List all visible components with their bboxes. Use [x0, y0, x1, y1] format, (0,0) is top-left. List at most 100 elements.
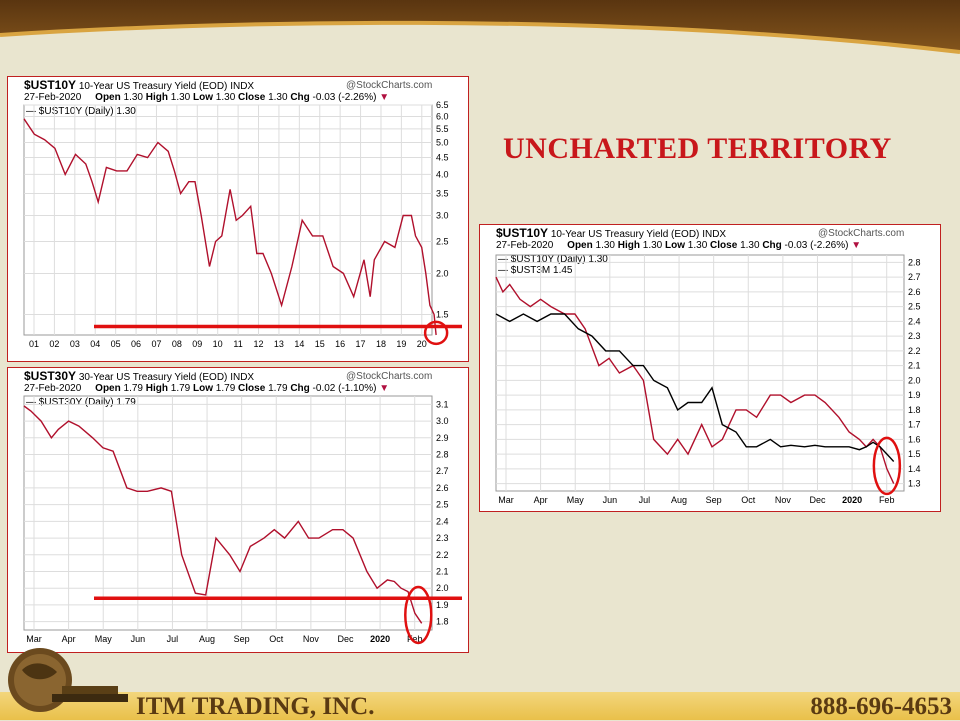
y-tick-label: 2.8: [908, 257, 921, 267]
low-label: Low: [665, 240, 686, 251]
series-line: [23, 405, 423, 624]
change-value: -0.03 (-2.26%): [784, 240, 849, 251]
x-tick-label: 2020: [842, 495, 862, 505]
x-tick-label: 18: [376, 339, 386, 349]
x-tick-label: Jul: [167, 634, 179, 644]
description-label: 30-Year US Treasury Yield (EOD): [78, 372, 228, 383]
change-label: Chg: [290, 383, 310, 394]
y-tick-label: 4.0: [436, 169, 449, 179]
open-value: 1.30: [123, 92, 143, 103]
x-tick-label: 01: [29, 339, 39, 349]
x-tick-label: 19: [396, 339, 406, 349]
plot-area: [23, 104, 433, 336]
y-tick-label: 2.0: [436, 583, 449, 593]
y-tick-label: 1.7: [908, 420, 921, 430]
chart-header: $UST30Y 30-Year US Treasury Yield (EOD) …: [24, 369, 254, 383]
circle-annotation: [404, 585, 433, 645]
globe-logo-icon: [8, 648, 128, 712]
y-tick-label: 2.2: [436, 550, 449, 560]
x-tick-label: May: [567, 495, 585, 505]
legend-label: $UST30Y (Daily) 1.79: [38, 397, 136, 408]
x-tick-label: Oct: [741, 495, 756, 505]
x-tick-label: Mar: [498, 495, 514, 505]
symbol-label: $UST10Y: [496, 226, 549, 240]
change-value: -0.03 (-2.26%): [312, 92, 377, 103]
open-label: Open: [95, 383, 121, 394]
x-tick-label: 07: [151, 339, 161, 349]
high-label: High: [617, 240, 640, 251]
change-label: Chg: [762, 240, 782, 251]
y-tick-label: 6.0: [436, 111, 449, 121]
y-tick-label: 2.5: [908, 302, 921, 312]
x-tick-label: Oct: [269, 634, 284, 644]
x-tick-label: May: [95, 634, 113, 644]
close-label: Close: [238, 383, 266, 394]
y-tick-label: 3.0: [436, 416, 449, 426]
x-tick-label: Nov: [775, 495, 792, 505]
exchange-label: INDX: [230, 372, 255, 383]
header-curve: [0, 20, 960, 60]
circle-annotation: [872, 436, 902, 496]
y-tick-label: 1.5: [908, 449, 921, 459]
y-tick-label: 6.5: [436, 100, 449, 110]
chart-header: $UST10Y 10-Year US Treasury Yield (EOD) …: [496, 226, 726, 240]
series-line: [495, 313, 895, 462]
plot-area: [23, 395, 433, 631]
close-value: 1.79: [268, 383, 288, 394]
source-label: @StockCharts.com: [818, 228, 905, 239]
x-tick-label: Jul: [639, 495, 651, 505]
x-tick-label: 05: [111, 339, 121, 349]
y-tick-label: 2.9: [436, 433, 449, 443]
chart-panel-ust30y: $UST30Y 30-Year US Treasury Yield (EOD) …: [7, 367, 469, 653]
series-line: [495, 276, 895, 484]
date-label: 27-Feb-2020: [24, 92, 82, 103]
y-tick-label: 2.1: [436, 567, 449, 577]
y-tick-label: 1.8: [908, 405, 921, 415]
description-label: 10-Year US Treasury Yield (EOD): [78, 81, 228, 92]
change-label: Chg: [290, 92, 310, 103]
phone-number: 888-696-4653: [810, 693, 952, 720]
down-triangle-icon: ▼: [379, 92, 390, 103]
x-tick-label: 16: [335, 339, 345, 349]
x-tick-label: Feb: [879, 495, 895, 505]
chart-plot-ust10y-long: 6.56.0 5.5 5.0 4.5 4.0 3.5 3.0 2.5 2.0 1.5 01 02 03 0…: [23, 100, 462, 349]
x-tick-label: 04: [90, 339, 100, 349]
x-tick-label: 12: [254, 339, 264, 349]
y-tick-label: 5.0: [436, 137, 449, 147]
chart-plot-ust30y: 3.1 3.0 2.9 2.8 2.7 2.6 2.5 2.4 2.3 2.2 2.1 2.0 1.9 1…: [23, 395, 462, 645]
y-tick-label: 1.9: [436, 600, 449, 610]
x-tick-label: 08: [172, 339, 182, 349]
y-tick-label: 3.1: [436, 399, 449, 409]
y-tick-label: 2.4: [908, 316, 921, 326]
x-tick-label: Jun: [131, 634, 146, 644]
y-tick-label: 5.5: [436, 124, 449, 134]
close-value: 1.30: [740, 240, 760, 251]
date-label: 27-Feb-2020: [24, 383, 82, 394]
high-value: 1.79: [170, 383, 191, 394]
y-tick-label: 2.6: [436, 483, 449, 493]
circle-annotation: [423, 320, 449, 346]
change-value: -0.02 (-1.10%): [312, 383, 377, 394]
ohlc-line: 27-Feb-2020 Open 1.30 High 1.30 Low 1.30…: [24, 92, 389, 103]
y-tick-label: 2.3: [908, 331, 921, 341]
legend-entry: — $UST3M 1.45: [498, 265, 573, 276]
x-tick-label: Apr: [534, 495, 548, 505]
high-label: High: [145, 383, 168, 394]
x-tick-label: 09: [192, 339, 202, 349]
x-tick-label: 15: [315, 339, 325, 349]
x-tick-label: 10: [213, 339, 223, 349]
x-tick-label: Sep: [706, 495, 722, 505]
down-triangle-icon: ▼: [851, 240, 862, 251]
y-tick-label: 1.8: [436, 617, 449, 627]
open-value: 1.30: [595, 240, 615, 251]
y-tick-label: 2.0: [908, 375, 921, 385]
low-label: Low: [193, 92, 214, 103]
down-triangle-icon: ▼: [379, 383, 390, 394]
x-tick-label: 11: [233, 339, 242, 349]
series-line: [23, 118, 437, 336]
footer-band: [0, 692, 960, 720]
y-tick-label: 2.4: [436, 516, 449, 526]
x-tick-label: 02: [49, 339, 59, 349]
y-tick-label: 2.0: [436, 268, 449, 278]
open-label: Open: [567, 240, 593, 251]
